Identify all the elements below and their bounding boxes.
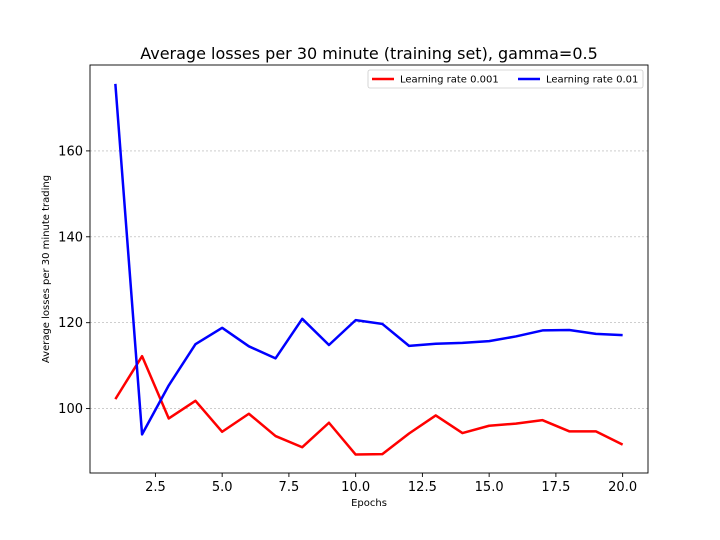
chart-title: Average losses per 30 minute (training s… — [140, 44, 598, 63]
y-tick-label: 140 — [58, 230, 83, 245]
y-axis-ticks: 100 120 140 160 — [58, 144, 90, 417]
series-line-1 — [114, 83, 623, 436]
x-tick-label: 5.0 — [212, 480, 233, 495]
x-tick-label: 15.0 — [475, 480, 504, 495]
y-tick-label: 120 — [58, 316, 83, 331]
x-tick-label: 7.5 — [279, 480, 300, 495]
series-line-0 — [114, 354, 624, 456]
x-axis-label: Epochs — [351, 498, 387, 509]
legend-label-lr-001: Learning rate 0.01 — [546, 75, 638, 86]
x-axis-ticks: 2.5 5.0 7.5 10.0 12.5 15.0 17.5 20.0 — [145, 473, 637, 495]
x-tick-label: 17.5 — [541, 480, 570, 495]
plot-frame — [89, 64, 649, 474]
x-tick-label: 10.0 — [341, 480, 370, 495]
x-tick-label: 2.5 — [145, 480, 166, 495]
x-tick-label: 20.0 — [608, 480, 637, 495]
grid-lines — [90, 150, 648, 409]
y-tick-label: 100 — [58, 402, 83, 417]
legend-label-lr-0001: Learning rate 0.001 — [400, 75, 499, 86]
series-lines — [114, 83, 624, 456]
legend-box — [367, 69, 644, 89]
legend: Learning rate 0.001 Learning rate 0.01 — [367, 69, 644, 89]
y-tick-label: 160 — [58, 144, 83, 159]
x-tick-label: 12.5 — [408, 480, 437, 495]
y-axis-label: Average losses per 30 minute trading — [41, 175, 52, 363]
